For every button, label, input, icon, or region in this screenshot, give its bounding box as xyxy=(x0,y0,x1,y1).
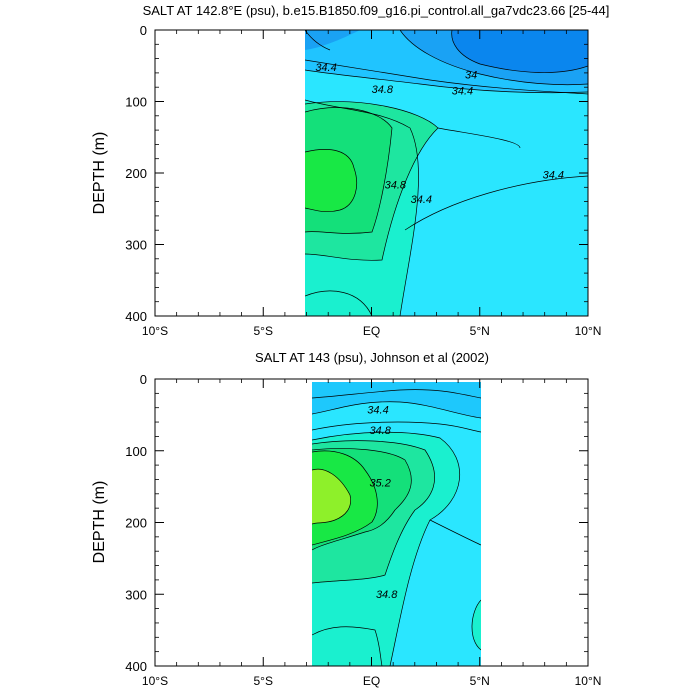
x-tick-label: 10°S xyxy=(142,324,168,338)
x-tick-label: 10°N xyxy=(575,324,602,338)
fill-band-shallow-left xyxy=(305,30,360,50)
contour-labels-bottom: 34.4 34.8 35.2 34.8 xyxy=(367,404,398,600)
x-tick-label: 10°S xyxy=(142,674,168,688)
fill-band-max xyxy=(312,469,351,524)
contour-line xyxy=(312,421,481,433)
axes-top: 10°S 5°S EQ 5°N 10°N 0 100 200 300 400 xyxy=(125,23,601,338)
y-tick-label: 0 xyxy=(140,23,147,38)
y-tick-label: 200 xyxy=(125,166,147,181)
axes-bottom: 10°S 5°S EQ 5°N 10°N 0 100 200 300 400 xyxy=(125,372,601,688)
contour-label: 34.4 xyxy=(543,170,564,182)
x-tick-label: EQ xyxy=(363,674,380,688)
x-tick-label: 10°N xyxy=(575,674,602,688)
contour-line xyxy=(312,401,481,419)
contour-fill-top xyxy=(305,30,588,316)
contour-lines-bottom xyxy=(312,389,481,666)
contour-fill-bottom xyxy=(312,382,481,666)
y-tick-label: 300 xyxy=(125,238,147,253)
contour-label: 34.4 xyxy=(315,62,336,74)
contour-line xyxy=(312,468,351,525)
fill-band-core xyxy=(305,149,357,212)
contour-line xyxy=(312,389,481,399)
chart-bottom-ylabel: DEPTH (m) xyxy=(91,481,108,564)
chart-top-ylabel: DEPTH (m) xyxy=(91,132,108,215)
contour-line xyxy=(305,149,357,213)
contour-line xyxy=(399,30,588,86)
contour-label: 34.8 xyxy=(372,84,394,96)
contour-label: 34.4 xyxy=(411,194,432,206)
contour-line xyxy=(305,69,588,94)
contour-line xyxy=(305,107,393,234)
contour-label: 34 xyxy=(465,70,477,82)
contour-line xyxy=(312,440,435,584)
y-tick-label: 100 xyxy=(125,95,147,110)
contour-line xyxy=(437,127,521,149)
contour-label: 34.4 xyxy=(367,404,388,416)
y-tick-label: 300 xyxy=(125,587,147,602)
contour-label: 34.8 xyxy=(376,589,398,601)
contour-line xyxy=(404,175,588,231)
contour-line xyxy=(305,59,588,95)
contour-line xyxy=(305,101,439,261)
contour-line xyxy=(312,450,378,546)
x-tick-label: 5°N xyxy=(470,674,490,688)
chart-top: SALT AT 142.8°E (psu), b.e15.B1850.f09_g… xyxy=(91,3,609,338)
contour-line xyxy=(312,448,412,551)
y-tick-label: 0 xyxy=(140,372,147,387)
contour-line xyxy=(451,30,588,73)
fill-band-freshest xyxy=(451,30,588,73)
y-tick-label: 200 xyxy=(125,516,147,531)
contour-line xyxy=(312,431,461,666)
chart-top-title: SALT AT 142.8°E (psu), b.e15.B1850.f09_g… xyxy=(143,3,610,18)
contour-labels-top: 34.4 34 34.4 34.8 34.8 34.4 34.4 xyxy=(315,62,564,206)
x-tick-label: 5°S xyxy=(254,324,273,338)
chart-bottom: SALT AT 143 (psu), Johnson et al (2002) … xyxy=(91,350,601,688)
y-tick-label: 100 xyxy=(125,444,147,459)
contour-line xyxy=(312,626,383,666)
chart-bottom-title: SALT AT 143 (psu), Johnson et al (2002) xyxy=(255,350,489,365)
contour-line xyxy=(429,519,481,546)
contour-label: 34.8 xyxy=(385,180,407,192)
x-tick-label: 5°N xyxy=(470,324,490,338)
x-tick-label: 5°S xyxy=(254,674,273,688)
x-tick-label: EQ xyxy=(363,324,380,338)
contour-lines-top xyxy=(305,30,588,316)
y-tick-label: 400 xyxy=(125,309,147,324)
contour-line xyxy=(305,290,373,316)
contour-label: 34.8 xyxy=(369,425,391,437)
y-tick-label: 400 xyxy=(125,659,147,674)
contour-line xyxy=(471,599,481,651)
contour-label: 35.2 xyxy=(369,478,390,490)
contour-label: 34.4 xyxy=(452,85,473,97)
